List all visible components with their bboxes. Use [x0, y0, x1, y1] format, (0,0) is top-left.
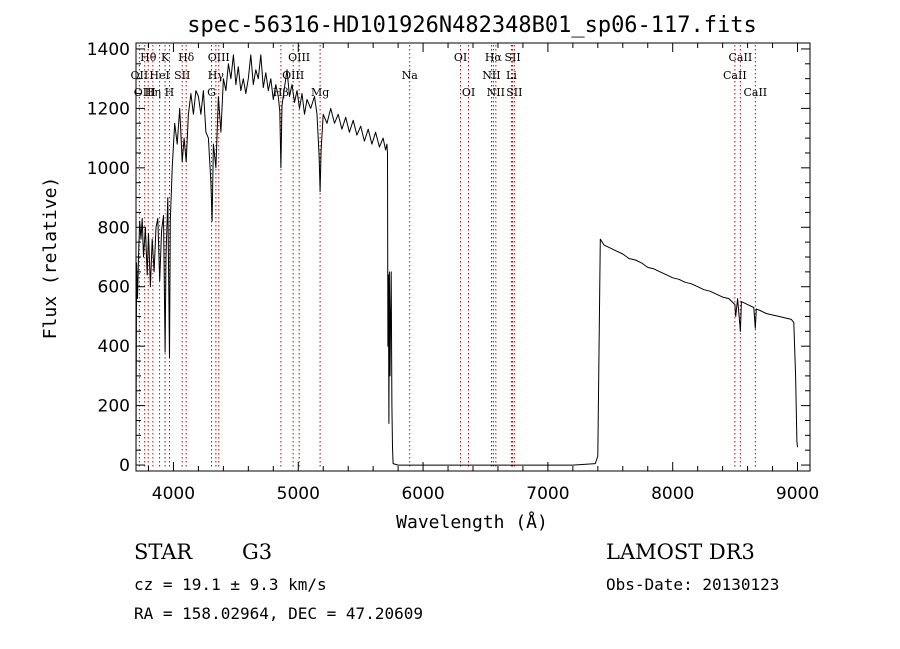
x-axis-ticks: 4000 5000 6000 7000 8000 9000 [147, 43, 819, 504]
x-tick-label: 5000 [277, 484, 320, 504]
spectral-line-label: SII [174, 69, 190, 82]
spectral-line-label: NII [487, 86, 505, 99]
redshift-cz: cz = 19.1 ± 9.3 km/s [134, 575, 327, 594]
x-tick-label: 8000 [651, 484, 694, 504]
plot-frame [135, 42, 811, 472]
coordinates: RA = 158.02964, DEC = 47.20609 [134, 604, 423, 623]
spectral-line-label: Hθ [140, 51, 157, 64]
spectral-line-label: OI [454, 51, 467, 64]
y-tick-label: 1000 [87, 159, 130, 179]
spectral-line-label: HeI [149, 69, 169, 82]
spectral-line-label: SII [506, 86, 522, 99]
spectral-line-label: H [165, 86, 175, 99]
chart-title: spec-56316-HD101926N482348B01_sp06-117.f… [187, 13, 757, 38]
x-tick-label: 7000 [526, 484, 569, 504]
x-tick-label: 9000 [776, 484, 819, 504]
spectral-line-label: Mg [311, 86, 329, 99]
x-tick-label: 4000 [152, 484, 195, 504]
y-axis-label: Flux (relative) [40, 177, 61, 340]
spectral-line-label: Hα [485, 51, 503, 64]
spectral-line-markers [138, 45, 756, 469]
spectral-line-label: OIII [208, 51, 230, 64]
spectral-line-label: G [207, 86, 216, 99]
y-tick-label: 200 [98, 397, 130, 417]
y-tick-label: 400 [98, 337, 130, 357]
y-axis-ticks: 0 200 400 600 800 1000 1200 1400 [87, 40, 810, 476]
object-subclass: G3 [242, 540, 272, 564]
spectral-line-label: Hγ [208, 69, 225, 82]
spectral-line-label: Li [506, 69, 517, 82]
spectral-line-label: Hδ [178, 51, 195, 64]
spectral-line-label: NII [482, 69, 500, 82]
spectral-line-label: Hη [145, 86, 161, 99]
spectral-line-label: CaII [743, 86, 767, 99]
spectral-line-label: CaII [729, 51, 753, 64]
spectral-line-label: SII [504, 51, 520, 64]
spectral-line-label: OI [462, 86, 475, 99]
spectral-line-label: OII [131, 69, 149, 82]
spectrum-series-line [135, 54, 798, 466]
y-tick-label: 600 [98, 278, 130, 298]
x-tick-label: 6000 [401, 484, 444, 504]
spectral-line-label: OIII [288, 51, 310, 64]
spectral-line-label: Na [402, 69, 419, 82]
y-tick-label: 800 [98, 218, 130, 238]
observation-date: Obs-Date: 20130123 [606, 575, 779, 594]
y-tick-label: 1400 [87, 40, 130, 60]
spectral-line-label: OIII [134, 86, 156, 99]
x-axis-label: Wavelength (Å) [396, 511, 548, 533]
spectral-line-label: CaII [723, 69, 747, 82]
y-tick-label: 0 [119, 456, 130, 476]
y-tick-label: 1200 [87, 99, 130, 119]
survey-name: LAMOST DR3 [606, 540, 755, 564]
spectral-line-label: K [161, 51, 170, 64]
object-class: STAR [134, 540, 193, 564]
